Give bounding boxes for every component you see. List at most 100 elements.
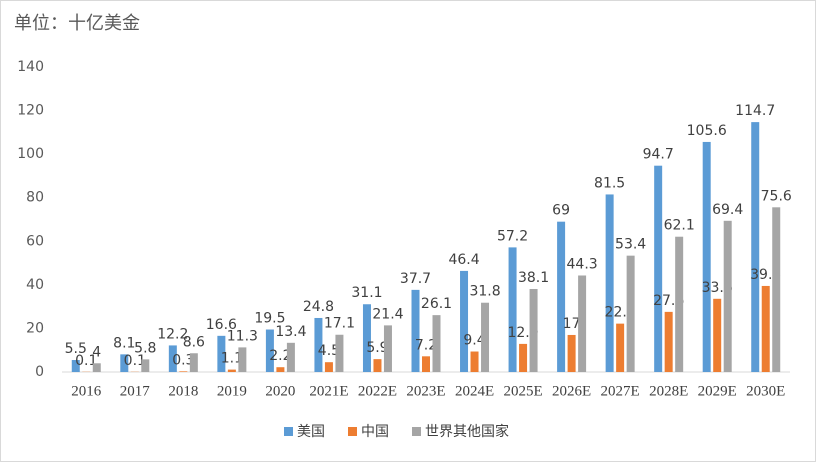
x-tick-label: 2018 bbox=[168, 383, 198, 399]
value-label: 7.2 bbox=[415, 337, 437, 353]
value-label: 53.4 bbox=[615, 237, 646, 253]
bar bbox=[654, 165, 663, 372]
x-tick-label: 2023E bbox=[406, 383, 445, 399]
bar bbox=[557, 221, 566, 372]
bar bbox=[227, 369, 236, 372]
x-tick-label: 2020 bbox=[265, 383, 295, 399]
bar bbox=[324, 362, 333, 372]
x-tick-label: 2016 bbox=[71, 383, 102, 399]
value-label: 62.1 bbox=[664, 218, 695, 234]
bar bbox=[713, 298, 722, 372]
bar bbox=[460, 270, 469, 372]
bar bbox=[314, 317, 323, 372]
y-tick-label: 80 bbox=[26, 190, 44, 206]
x-tick-label: 2028E bbox=[649, 383, 688, 399]
x-tick-label: 2022E bbox=[358, 383, 397, 399]
value-label: 94.7 bbox=[643, 147, 674, 163]
value-label: 5.8 bbox=[134, 340, 156, 356]
value-label: 37.7 bbox=[400, 271, 431, 287]
value-label: 5.9 bbox=[366, 340, 388, 356]
bar bbox=[772, 207, 781, 372]
x-tick-label: 2019 bbox=[217, 383, 247, 399]
bar bbox=[265, 329, 274, 372]
bar bbox=[238, 347, 247, 372]
value-label: 44.3 bbox=[567, 256, 598, 272]
bar bbox=[723, 220, 732, 372]
legend-swatch bbox=[284, 427, 293, 436]
bar bbox=[751, 122, 760, 372]
value-label: 105.6 bbox=[687, 123, 727, 139]
y-tick-label: 140 bbox=[17, 59, 44, 75]
value-label: 13.4 bbox=[275, 324, 306, 340]
value-label: 19.5 bbox=[254, 311, 285, 327]
bar bbox=[675, 236, 684, 372]
value-label: 81.5 bbox=[594, 175, 625, 191]
value-label: 26.1 bbox=[421, 296, 452, 312]
bar bbox=[508, 247, 517, 372]
bar bbox=[383, 325, 392, 372]
value-label: 8.6 bbox=[183, 334, 205, 350]
value-label: 4.5 bbox=[318, 343, 340, 359]
bar bbox=[578, 275, 587, 372]
bar bbox=[92, 363, 101, 372]
value-label: 2.2 bbox=[269, 348, 291, 364]
bar bbox=[120, 354, 129, 372]
x-tick-label: 2030E bbox=[746, 383, 785, 399]
value-label: 21.4 bbox=[372, 306, 403, 322]
y-tick-label: 40 bbox=[26, 277, 44, 293]
value-label: 5.5 bbox=[65, 341, 87, 357]
value-label: 11.3 bbox=[227, 328, 258, 344]
legend-swatch bbox=[348, 427, 357, 436]
bar bbox=[168, 345, 177, 372]
y-tick-label: 100 bbox=[17, 146, 44, 162]
bar bbox=[481, 302, 490, 372]
bar bbox=[286, 342, 295, 372]
y-tick-label: 20 bbox=[26, 320, 44, 336]
value-label: 114.7 bbox=[735, 103, 775, 119]
bar bbox=[411, 289, 420, 372]
bar bbox=[664, 311, 673, 372]
bar bbox=[702, 141, 711, 372]
value-label: 24.8 bbox=[303, 299, 334, 315]
bar bbox=[276, 367, 285, 372]
bar bbox=[519, 343, 528, 372]
x-tick-label: 2025E bbox=[503, 383, 542, 399]
bar bbox=[432, 315, 441, 372]
bar bbox=[71, 360, 80, 372]
x-tick-label: 2024E bbox=[455, 383, 494, 399]
bar bbox=[470, 351, 479, 372]
bar bbox=[373, 359, 382, 372]
chart-title: 单位：十亿美金 bbox=[14, 13, 140, 34]
legend-label: 世界其他国家 bbox=[425, 423, 509, 440]
value-label: 12.2 bbox=[157, 326, 188, 342]
legend-label: 中国 bbox=[361, 424, 389, 440]
bar bbox=[179, 371, 188, 372]
value-label: 69 bbox=[552, 203, 570, 219]
value-label: 57.2 bbox=[497, 228, 528, 244]
bar bbox=[141, 359, 150, 372]
value-label: 31.1 bbox=[351, 285, 382, 301]
value-label: 46.4 bbox=[448, 252, 479, 268]
bar bbox=[189, 353, 198, 372]
value-label: 17 bbox=[563, 316, 581, 332]
x-tick-label: 2026E bbox=[552, 383, 591, 399]
bar bbox=[422, 356, 430, 372]
x-tick-label: 2029E bbox=[698, 383, 737, 399]
bar bbox=[567, 334, 576, 372]
x-tick-label: 2027E bbox=[601, 383, 640, 399]
value-label: 31.8 bbox=[469, 284, 500, 300]
value-label: 38.1 bbox=[518, 270, 549, 286]
value-label: 75.6 bbox=[761, 188, 792, 204]
value-label: 69.4 bbox=[712, 202, 743, 218]
bar bbox=[529, 288, 538, 372]
x-tick-label: 2017 bbox=[120, 383, 151, 399]
value-label: 1.1 bbox=[221, 351, 243, 367]
legend-swatch bbox=[412, 427, 421, 436]
value-label: 0.3 bbox=[172, 352, 194, 368]
value-label: 8.1 bbox=[113, 335, 135, 351]
bar bbox=[626, 255, 635, 372]
bar bbox=[362, 304, 371, 372]
